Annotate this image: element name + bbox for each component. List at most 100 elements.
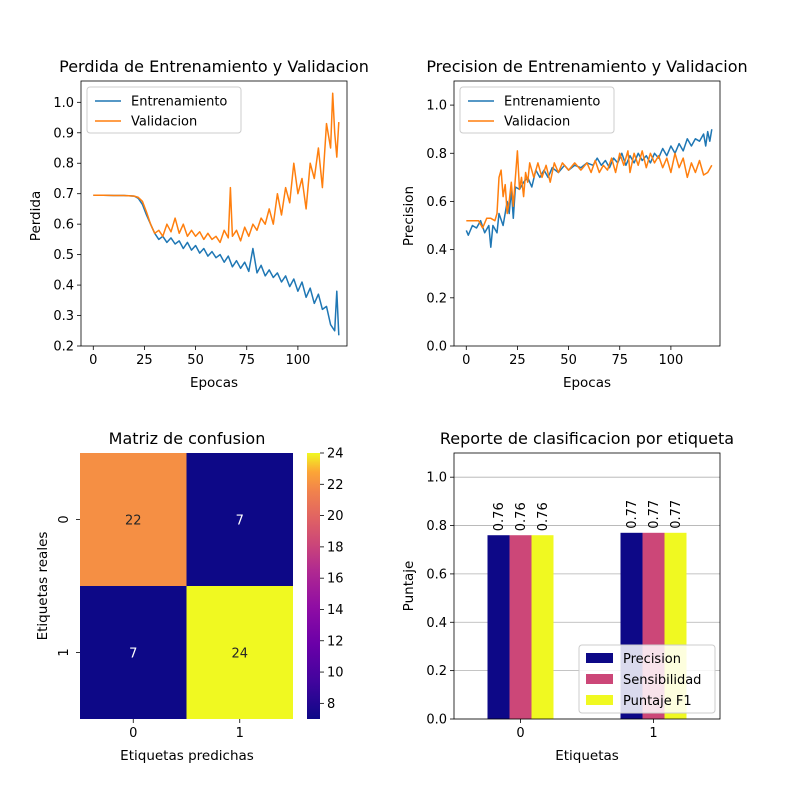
accuracy-axes-frame	[453, 80, 721, 347]
accuracy-chart-ylabel: Precision	[401, 186, 417, 246]
accuracy-xtick-label: 0	[462, 353, 470, 368]
bar-chart-ytick-label: 1.0	[426, 471, 447, 486]
bar-chart-legend-label: Precision	[623, 652, 681, 667]
accuracy-ytick-label: 0.4	[426, 243, 447, 258]
confusion-matrix-cell-value: 22	[125, 514, 142, 529]
accuracy-chart-title: Precision de Entrenamiento y Validacion	[426, 57, 747, 76]
loss-xtick-label: 25	[136, 353, 153, 368]
accuracy-series-validation-line	[466, 150, 713, 229]
bar-puntaje-f1	[531, 535, 554, 719]
loss-ytick-label: 0.8	[53, 157, 74, 172]
loss-legend-label: Validacion	[131, 115, 197, 130]
bar-chart-xtick-label: 1	[649, 726, 657, 741]
bar-chart-axes-frame	[453, 452, 721, 720]
loss-ytick-label: 0.2	[53, 340, 74, 355]
colorbar-tick-label: 12	[327, 634, 344, 649]
classification-report-ylabel: Puntaje	[401, 561, 417, 612]
loss-series-validation-line	[93, 92, 340, 244]
confusion-matrix-xtick-label: 1	[236, 726, 244, 741]
accuracy-ytick-label: 0.8	[426, 147, 447, 162]
colorbar-tick-label: 16	[327, 572, 344, 587]
accuracy-xtick-label: 75	[611, 353, 628, 368]
confusion-matrix: Matriz de confusion Etiquetas predichas …	[35, 429, 344, 764]
bar-chart-xtick-label: 0	[516, 726, 524, 741]
loss-ytick-label: 0.4	[53, 279, 74, 294]
confusion-matrix-cell-value: 24	[231, 647, 248, 662]
colorbar-tick-label: 22	[327, 478, 344, 493]
classification-report-chart: Reporte de clasificacion por etiqueta Et…	[401, 429, 734, 764]
accuracy-ytick-label: 0.2	[426, 291, 447, 306]
loss-xtick-label: 75	[238, 353, 255, 368]
loss-ytick-label: 1.0	[53, 96, 74, 111]
accuracy-xtick-label: 100	[658, 353, 683, 368]
bar-value-label: 0.76	[492, 502, 507, 531]
loss-ytick-label: 0.9	[53, 126, 74, 141]
confusion-matrix-title: Matriz de confusion	[109, 429, 266, 448]
loss-chart-title: Perdida de Entrenamiento y Validacion	[59, 57, 369, 76]
loss-ytick-label: 0.3	[53, 309, 74, 324]
loss-ytick-label: 0.6	[53, 218, 74, 233]
bar-chart-ytick-label: 0.0	[426, 713, 447, 728]
accuracy-chart-xlabel: Epocas	[563, 375, 611, 391]
bar-value-label: 0.76	[514, 502, 529, 531]
loss-ytick-label: 0.5	[53, 248, 74, 263]
accuracy-legend-label: Validacion	[504, 115, 570, 130]
loss-legend-box	[86, 86, 242, 134]
bar-chart-legend-swatch	[586, 695, 613, 705]
loss-xtick-label: 0	[89, 353, 97, 368]
bar-value-label: 0.77	[647, 500, 662, 529]
colorbar-tick-label: 18	[327, 540, 344, 555]
accuracy-series-training-line	[465, 129, 713, 248]
confusion-matrix-cell-value: 7	[129, 647, 137, 662]
accuracy-xtick-label: 25	[509, 353, 526, 368]
colorbar-tick-label: 8	[327, 697, 335, 712]
bar-chart-ytick-label: 0.8	[426, 519, 447, 534]
loss-xtick-label: 100	[285, 353, 310, 368]
bar-chart-legend-label: Puntaje F1	[623, 694, 692, 709]
bar-value-label: 0.77	[669, 500, 684, 529]
bar-chart-ytick-label: 0.2	[426, 664, 447, 679]
accuracy-xtick-label: 50	[560, 353, 577, 368]
bar-chart-ytick-label: 0.6	[426, 567, 447, 582]
confusion-matrix-cell-value: 7	[236, 514, 244, 529]
colorbar-tick-label: 20	[327, 509, 344, 524]
loss-chart-ylabel: Perdida	[28, 191, 44, 241]
colorbar-tick-label: 10	[327, 666, 344, 681]
loss-chart: Perdida de Entrenamiento y Validacion Ep…	[28, 57, 369, 391]
bar-chart-legend-swatch	[586, 653, 613, 663]
confusion-matrix-cell	[186, 453, 293, 586]
loss-series-training-line	[93, 194, 340, 336]
bar-sensibilidad	[509, 535, 532, 719]
bar-precision	[487, 535, 510, 719]
confusion-matrix-cell	[80, 453, 187, 586]
confusion-matrix-ytick-label: 1	[57, 648, 72, 656]
accuracy-ytick-label: 0.0	[426, 340, 447, 355]
accuracy-legend-box	[459, 86, 615, 134]
classification-report-xlabel: Etiquetas	[555, 748, 619, 764]
loss-legend-label: Entrenamiento	[131, 95, 227, 110]
classification-report-title: Reporte de clasificacion por etiqueta	[440, 429, 734, 448]
accuracy-ytick-label: 1.0	[426, 99, 447, 114]
confusion-matrix-cell	[186, 586, 293, 719]
confusion-matrix-cell	[80, 586, 187, 719]
loss-chart-xlabel: Epocas	[190, 375, 238, 391]
bar-chart-legend-label: Sensibilidad	[623, 673, 701, 688]
colorbar-tick-label: 24	[327, 447, 344, 462]
bar-chart-ytick-label: 0.4	[426, 616, 447, 631]
confusion-matrix-ytick-label: 0	[57, 515, 72, 523]
loss-ytick-label: 0.7	[53, 187, 74, 202]
confusion-matrix-xtick-label: 0	[129, 726, 137, 741]
accuracy-ytick-label: 0.6	[426, 195, 447, 210]
accuracy-legend-label: Entrenamiento	[504, 95, 600, 110]
colorbar	[307, 453, 320, 719]
bar-value-label: 0.77	[625, 500, 640, 529]
colorbar-tick-label: 14	[327, 603, 344, 618]
loss-xtick-label: 50	[187, 353, 204, 368]
bar-chart-legend-swatch	[586, 674, 613, 684]
loss-axes-frame	[80, 80, 348, 347]
bar-value-label: 0.76	[536, 502, 551, 531]
confusion-matrix-xlabel: Etiquetas predichas	[120, 748, 254, 764]
confusion-matrix-ylabel: Etiquetas reales	[35, 532, 51, 641]
accuracy-chart: Precision de Entrenamiento y Validacion …	[401, 57, 748, 391]
